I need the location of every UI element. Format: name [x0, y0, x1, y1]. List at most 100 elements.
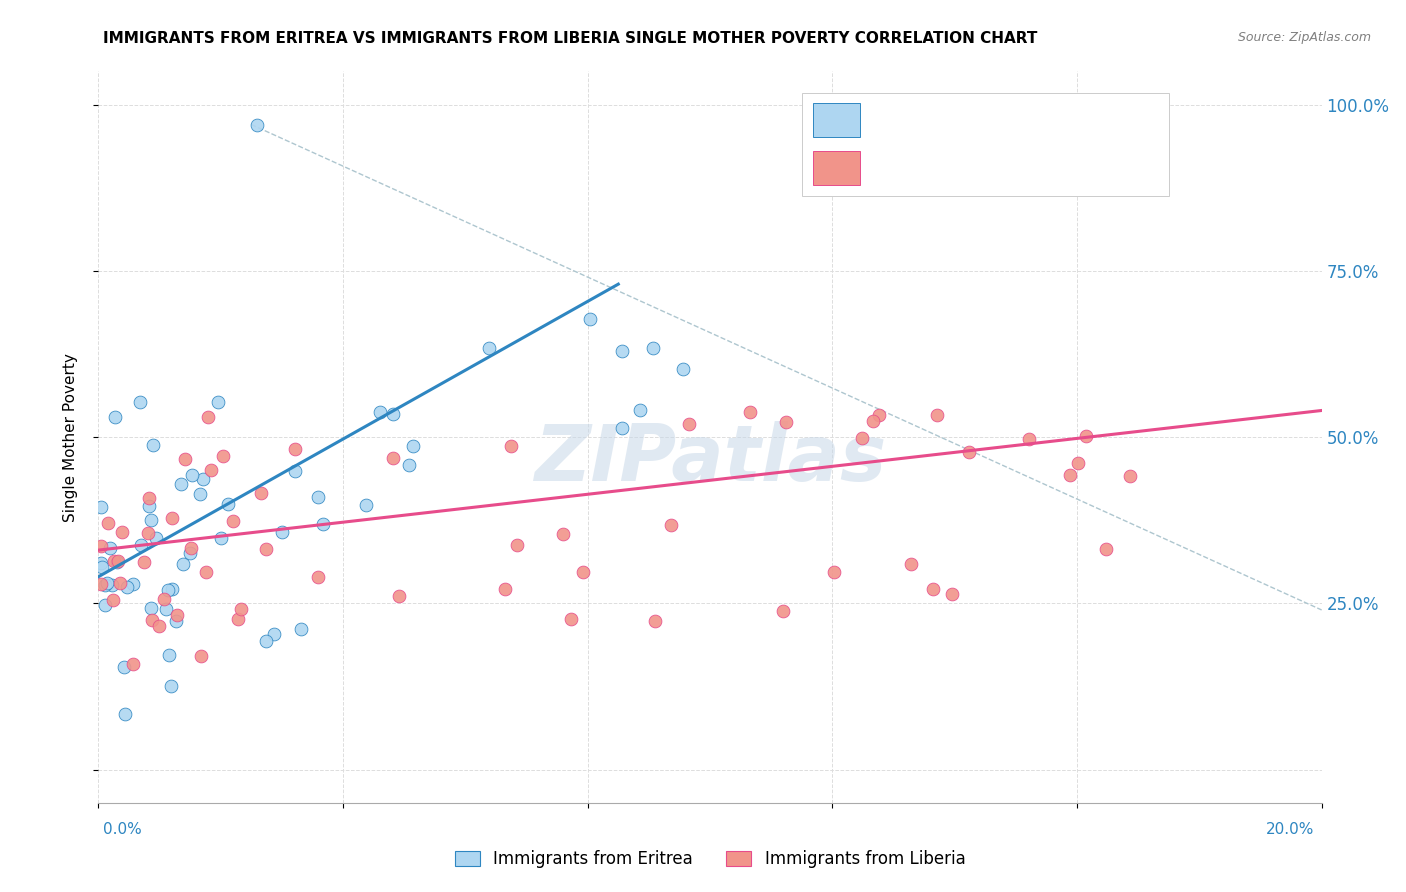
Point: [129, 538, 152, 552]
Point: [139, 601, 162, 615]
Point: [193, 472, 215, 486]
Point: [94, 578, 117, 592]
Point: [1095, 541, 1118, 556]
Point: [1018, 432, 1040, 446]
Point: [643, 341, 665, 355]
Point: [941, 587, 963, 601]
Point: [672, 361, 695, 376]
Text: ZIPatlas: ZIPatlas: [534, 421, 886, 497]
Point: [181, 468, 204, 483]
Point: [921, 582, 943, 596]
Point: [104, 410, 127, 425]
Point: [101, 593, 124, 607]
Point: [628, 402, 651, 417]
Point: [402, 439, 425, 453]
Point: [312, 516, 335, 531]
Point: [160, 511, 183, 525]
Point: [246, 118, 269, 132]
Point: [90, 577, 112, 591]
Point: [90, 539, 112, 553]
Point: [560, 612, 582, 626]
Point: [207, 394, 229, 409]
Point: [211, 449, 233, 463]
Point: [254, 542, 277, 557]
Legend: Immigrants from Eritrea, Immigrants from Liberia: Immigrants from Eritrea, Immigrants from…: [449, 844, 972, 875]
Point: [141, 438, 163, 452]
Point: [145, 532, 167, 546]
Point: [112, 660, 135, 674]
Point: [612, 421, 634, 435]
Point: [179, 546, 201, 560]
Point: [226, 612, 249, 626]
Point: [740, 405, 762, 419]
Point: [98, 541, 121, 555]
Point: [381, 451, 404, 466]
Point: [159, 679, 181, 693]
Point: [250, 485, 273, 500]
Point: [115, 580, 138, 594]
Point: [499, 439, 522, 453]
Point: [775, 415, 797, 429]
Point: [141, 513, 163, 527]
Point: [108, 575, 131, 590]
Point: [217, 497, 239, 511]
Point: [180, 541, 202, 555]
Point: [927, 409, 949, 423]
Point: [505, 538, 527, 552]
Point: [121, 576, 143, 591]
Point: [851, 431, 873, 445]
Point: [200, 462, 222, 476]
Point: [111, 524, 134, 539]
Point: [862, 414, 884, 428]
Text: IMMIGRANTS FROM ERITREA VS IMMIGRANTS FROM LIBERIA SINGLE MOTHER POVERTY CORRELA: IMMIGRANTS FROM ERITREA VS IMMIGRANTS FR…: [103, 31, 1038, 46]
Point: [644, 614, 666, 628]
Point: [91, 560, 114, 574]
Point: [1059, 468, 1081, 483]
Point: [678, 417, 700, 431]
Point: [307, 570, 329, 584]
Point: [354, 498, 377, 512]
Point: [957, 444, 980, 458]
Text: 0.0%: 0.0%: [103, 822, 142, 837]
Point: [148, 619, 170, 633]
Point: [152, 591, 174, 606]
Point: [900, 558, 922, 572]
Point: [173, 452, 195, 467]
Point: [195, 566, 218, 580]
Point: [96, 516, 118, 530]
Point: [256, 633, 278, 648]
Point: [138, 500, 160, 514]
Point: [284, 464, 307, 478]
Point: [221, 514, 243, 528]
Point: [114, 707, 136, 722]
Point: [197, 410, 219, 425]
Point: [156, 582, 179, 597]
Point: [270, 524, 292, 539]
Point: [155, 601, 177, 615]
Point: [231, 602, 253, 616]
Point: [368, 405, 391, 419]
Point: [90, 556, 112, 570]
Point: [160, 582, 183, 596]
Point: [157, 648, 180, 662]
Point: [388, 589, 411, 603]
Point: [659, 517, 682, 532]
Point: [290, 623, 312, 637]
Point: [190, 649, 212, 664]
Point: [105, 555, 128, 569]
Point: [122, 657, 145, 672]
Point: [94, 598, 117, 612]
Point: [572, 565, 595, 579]
Point: [610, 343, 633, 358]
Point: [138, 491, 160, 505]
Point: [284, 442, 307, 457]
Point: [209, 531, 232, 545]
Point: [494, 582, 516, 597]
Point: [188, 487, 211, 501]
Point: [141, 613, 163, 627]
Point: [1074, 428, 1097, 442]
Point: [103, 553, 125, 567]
Point: [263, 627, 285, 641]
Text: 20.0%: 20.0%: [1267, 822, 1315, 837]
Text: Source: ZipAtlas.com: Source: ZipAtlas.com: [1237, 31, 1371, 45]
